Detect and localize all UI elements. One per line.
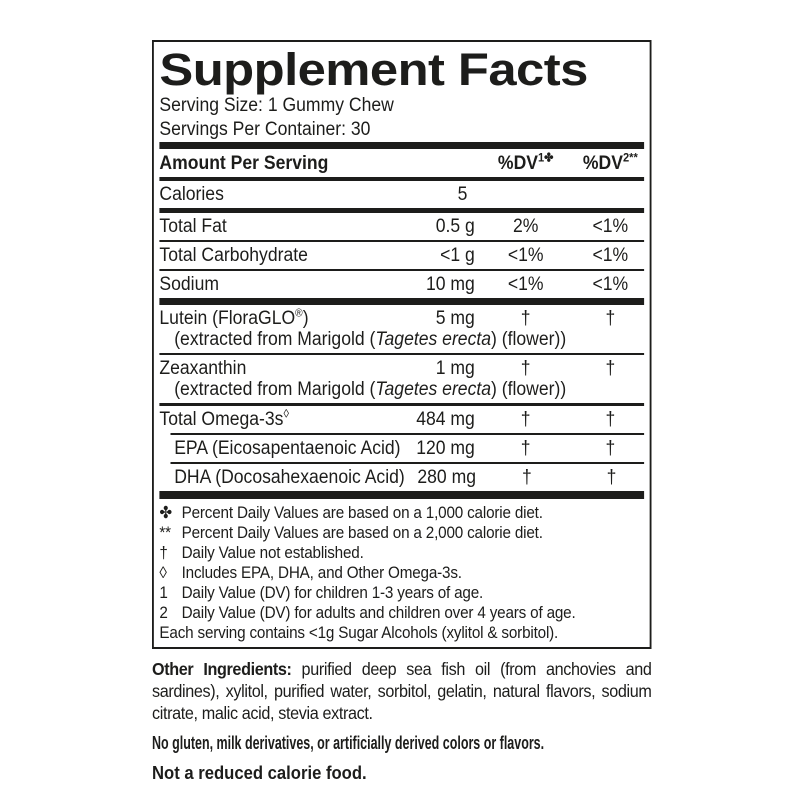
panel-title: Supplement Facts (159, 44, 588, 95)
other-ingredients-paragraph: Other Ingredients: purified deep sea fis… (152, 658, 652, 724)
dv2-value: † (605, 308, 616, 329)
dv2-value: † (605, 409, 616, 430)
dv2-column-header: %DV2** (582, 150, 638, 174)
nutrient-amount: 1 mg (435, 358, 475, 379)
nutrient-amount: 5 mg (435, 308, 475, 329)
footnote-sugar-alcohols: Each serving contains <1g Sugar Alcohols… (159, 624, 559, 642)
nutrient-name: Calories (159, 184, 224, 205)
nutrient-amount: 5 (457, 184, 468, 205)
dv2-value: <1% (592, 245, 629, 266)
nutrient-amount: 10 mg (425, 274, 475, 295)
dv1-value: † (521, 467, 532, 488)
dv1-value: † (520, 308, 531, 329)
table-row-total-carbohydrate: Total Carbohydrate <1 g <1% <1% (159, 242, 644, 269)
nutrient-amount: 280 mg (417, 467, 476, 488)
nutrient-amount: 0.5 g (435, 216, 475, 237)
divider-thin (159, 240, 645, 242)
table-row-lutein: Lutein (FloraGLO®) 5 mg † † (extracted f… (159, 305, 644, 353)
dv2-value: † (605, 438, 616, 459)
dv2-value: † (606, 467, 617, 488)
nutrient-amount: 484 mg (416, 409, 475, 430)
dv1-value: † (520, 438, 531, 459)
nutrient-source-note: (extracted from Marigold (Tagetes erecta… (174, 379, 567, 400)
table-row-calories: Calories 5 (159, 181, 644, 208)
nutrient-name: Total Fat (159, 216, 227, 237)
dv1-value: 2% (512, 216, 539, 237)
table-row-epa: EPA (Eicosapentaenoic Acid) 120 mg † † (159, 435, 644, 462)
divider-medium (159, 208, 645, 213)
table-row-dha: DHA (Docosahexaenoic Acid) 280 mg † † (159, 464, 644, 491)
nutrient-name: Total Omega-3s◊ (159, 406, 289, 430)
table-row-zeaxanthin: Zeaxanthin 1 mg † † (extracted from Mari… (159, 355, 644, 403)
footnote-number: 1 (159, 584, 168, 602)
lozenge-symbol: ◊ (283, 406, 289, 421)
other-ingredients-label: Other Ingredients: (152, 659, 292, 679)
nutrient-source-note: (extracted from Marigold (Tagetes erecta… (174, 329, 567, 350)
divider-medium (159, 403, 645, 406)
table-row-total-fat: Total Fat 0.5 g 2% <1% (159, 213, 644, 240)
dv1-value: † (520, 409, 531, 430)
below-panel-section: Other Ingredients: purified deep sea fis… (152, 658, 652, 784)
footnote-dv-adults: 2 Daily Value (DV) for adults and childr… (159, 604, 576, 622)
lozenge-symbol: ◊ (159, 564, 167, 582)
dv1-value: <1% (507, 274, 544, 295)
table-row-total-omega3s: Total Omega-3s◊ 484 mg † † (159, 406, 644, 433)
table-row-sodium: Sodium 10 mg <1% <1% (159, 271, 644, 298)
supplement-label: Supplement Facts Serving Size: 1 Gummy C… (152, 40, 652, 784)
servings-per-container: Servings Per Container: 30 (159, 119, 371, 140)
footnote-dv1-basis: ✤ Percent Daily Values are based on a 1,… (159, 504, 543, 522)
divider-thin (159, 353, 645, 355)
dv1-value: <1% (507, 245, 544, 266)
nutrient-amount: 120 mg (416, 438, 475, 459)
divider-heavy (159, 142, 645, 149)
dagger-symbol: † (159, 544, 168, 562)
table-header-row: Amount Per Serving %DV1✤ %DV2** (159, 149, 644, 177)
other-ingredients-text: purified deep sea fish oil (from anchovi… (152, 659, 652, 723)
dv2-value: <1% (592, 216, 629, 237)
divider-medium (159, 177, 645, 181)
footnote-dv-children: 1 Daily Value (DV) for children 1-3 year… (159, 584, 484, 602)
amount-per-serving-header: Amount Per Serving (159, 153, 329, 174)
nutrient-name: Sodium (159, 274, 219, 295)
nutrient-name: Lutein (FloraGLO®) (159, 307, 309, 329)
nutrient-name: Total Carbohydrate (159, 245, 308, 266)
supplement-facts-panel: Supplement Facts Serving Size: 1 Gummy C… (152, 40, 652, 649)
allergen-claim: No gluten, milk derivatives, or artifici… (152, 733, 545, 753)
double-asterisk-symbol: ** (159, 524, 171, 542)
divider-thin-indented (170, 462, 645, 464)
nutrient-name: EPA (Eicosapentaenoic Acid) (174, 438, 401, 459)
four-petal-asterisk-symbol: ✤ (159, 504, 173, 522)
nutrient-amount: <1 g (440, 245, 475, 266)
registered-trademark-symbol: ® (295, 307, 303, 320)
nutrient-name: DHA (Docosahexaenoic Acid) (174, 467, 405, 488)
nutrient-name: Zeaxanthin (159, 358, 247, 379)
dv2-value: <1% (592, 274, 629, 295)
footnote-number: 2 (159, 604, 168, 622)
dv1-column-header: %DV1✤ (497, 150, 554, 174)
footnotes-section: ✤ Percent Daily Values are based on a 1,… (159, 499, 644, 643)
divider-heavy (159, 298, 645, 305)
divider-thin-indented (170, 433, 645, 435)
footnote-dv2-basis: ** Percent Daily Values are based on a 2… (159, 524, 543, 542)
divider-heavy (159, 491, 645, 499)
dv2-value: † (605, 358, 616, 379)
footnote-dagger: † Daily Value not established. (159, 544, 364, 562)
footnote-lozenge: ◊ Includes EPA, DHA, and Other Omega-3s. (159, 564, 462, 582)
divider-thin (159, 269, 645, 271)
calorie-claim: Not a reduced calorie food. (152, 763, 367, 783)
dv1-value: † (520, 358, 531, 379)
serving-size: Serving Size: 1 Gummy Chew (159, 95, 394, 116)
